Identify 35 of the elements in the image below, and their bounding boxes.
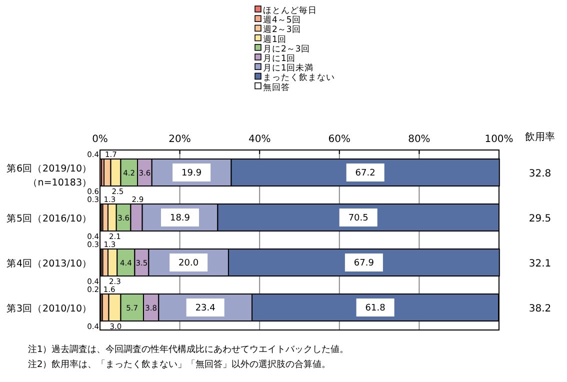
y-tick-label: 第6回（2019/10） xyxy=(6,162,92,174)
legend-label: 月に1回 xyxy=(263,54,296,64)
data-label: 70.5 xyxy=(348,214,368,224)
x-tick-label: 80% xyxy=(408,134,430,145)
text: 32.1 xyxy=(528,258,552,270)
legend-label: 月に1回未満 xyxy=(263,62,314,74)
text: 注1）過去調査は、今回調査の性年代構成比にあわせてウエイトバックした値。 xyxy=(28,344,349,355)
data-label: 18.9 xyxy=(170,214,190,224)
y-tick-label: 第4回（2013/10） xyxy=(6,258,92,270)
text: 29.5 xyxy=(528,214,552,224)
data-label: 19.9 xyxy=(182,168,202,178)
legend-label: ほとんど毎日 xyxy=(263,5,317,16)
legend-label: まったく飲まない xyxy=(263,72,335,84)
legend-label: 週4～5回 xyxy=(263,14,301,26)
data-label: 67.2 xyxy=(355,168,376,178)
x-tick-label: 60% xyxy=(328,134,351,145)
data-label: 23.4 xyxy=(195,304,216,314)
data-label: 67.9 xyxy=(354,258,374,268)
y-tick-label: 第5回（2016/10） xyxy=(6,212,92,224)
x-tick-label: 100% xyxy=(484,134,514,145)
text: 飲用率 xyxy=(525,131,555,143)
text: 32.8 xyxy=(528,168,552,180)
legend-label: 週1回 xyxy=(263,34,286,45)
text: 38.2 xyxy=(528,304,552,314)
legend-label: 週2～3回 xyxy=(263,24,301,36)
legend-label: 無回答 xyxy=(263,82,290,93)
x-tick-label: 40% xyxy=(248,134,271,145)
data-label: 20.0 xyxy=(178,258,199,268)
text: 注2）飲用率は、「まったく飲まない」「無回答」以外の選択肢の合算値。 xyxy=(28,359,331,370)
text: （n=10183） xyxy=(28,178,92,188)
y-tick-label: 第3回（2010/10） xyxy=(6,302,92,314)
x-tick-label: 0% xyxy=(92,134,108,145)
legend-label: 月に2～3回 xyxy=(263,44,310,54)
x-tick-label: 20% xyxy=(168,134,191,145)
data-label: 61.8 xyxy=(365,304,386,314)
